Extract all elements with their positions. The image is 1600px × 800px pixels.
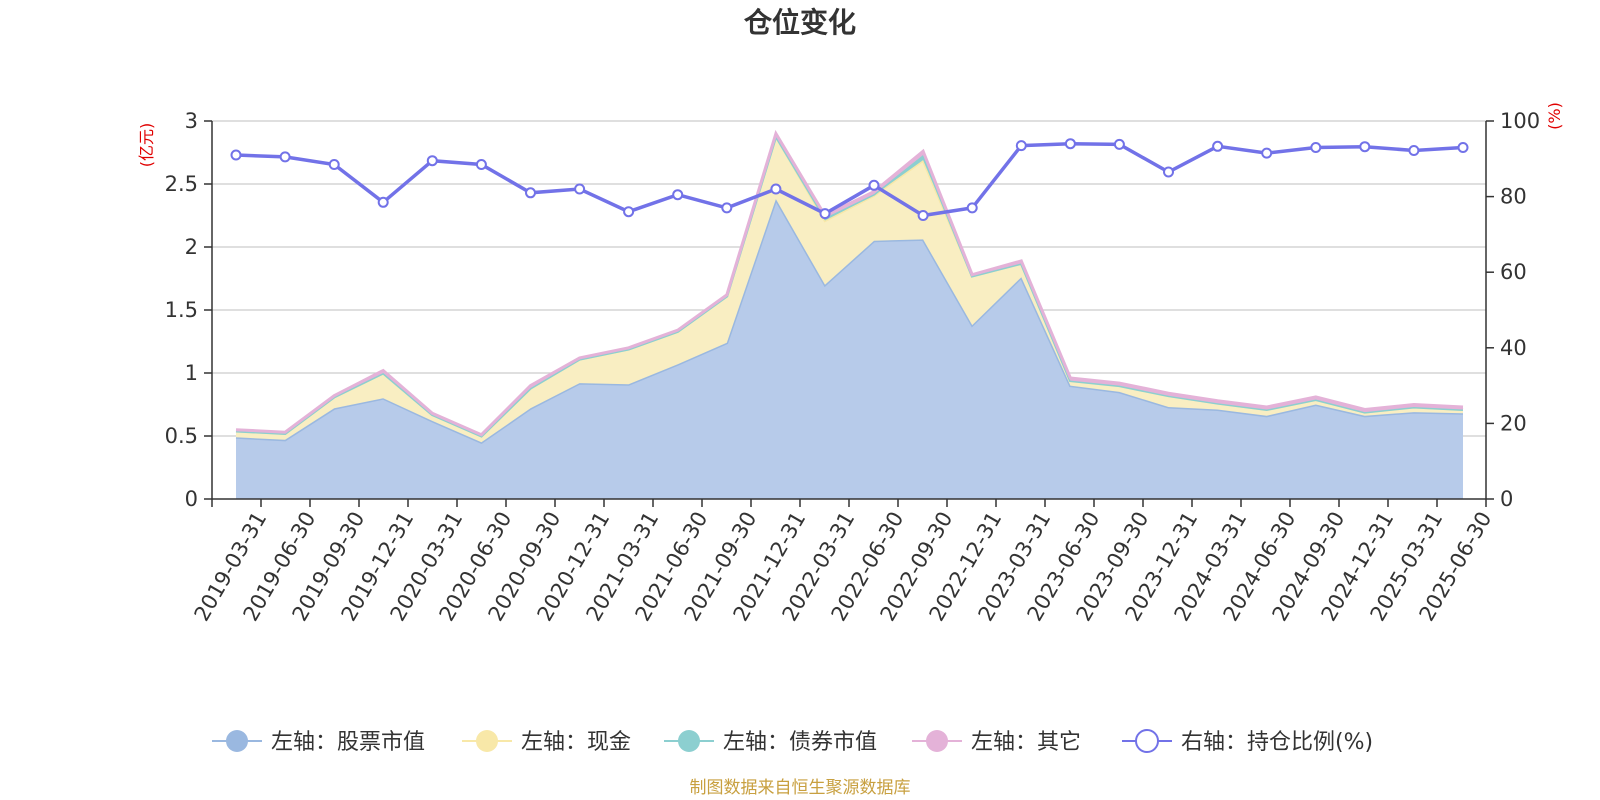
ratio-point	[574, 183, 586, 195]
right-tick-label: 60	[1500, 260, 1527, 284]
ratio-point	[917, 210, 929, 221]
left-tick-label: 2	[185, 235, 198, 259]
ratio-point	[868, 179, 880, 191]
legend-marker	[226, 730, 248, 752]
ratio-point	[770, 183, 782, 195]
ratio-point	[1310, 142, 1322, 153]
ratio-point	[1212, 140, 1224, 152]
ratio-point	[1359, 141, 1371, 153]
legend-marker	[476, 730, 498, 752]
legend-label: 左轴：现金	[521, 730, 631, 755]
stacked-areas	[235, 129, 1464, 499]
legend-label: 左轴：股票市值	[271, 730, 425, 755]
right-axis-unit: (%)	[1545, 102, 1564, 130]
ratio-point	[1064, 138, 1076, 150]
source-note: 制图数据来自恒生聚源数据库	[690, 778, 911, 798]
left-tick-label: 1	[185, 361, 198, 385]
legend-label: 左轴：债券市值	[723, 730, 877, 755]
ratio-point	[819, 208, 831, 220]
left-tick-label: 1.5	[165, 298, 198, 322]
ratio-point	[1261, 147, 1273, 159]
left-tick-label: 2.5	[165, 172, 198, 196]
ratio-point	[426, 155, 438, 167]
ratio-point	[623, 206, 635, 218]
ratio-point	[230, 149, 242, 161]
ratio-point	[1113, 138, 1125, 150]
legend-label: 左轴：其它	[971, 730, 1081, 755]
legend-marker	[926, 730, 948, 752]
ratio-point	[721, 202, 733, 214]
right-tick-label: 80	[1500, 185, 1527, 209]
ratio-point	[1457, 142, 1469, 153]
left-tick-label: 0	[185, 487, 198, 511]
right-tick-label: 0	[1500, 487, 1513, 511]
left-tick-label: 3	[185, 109, 198, 133]
left-tick-label: 0.5	[165, 424, 198, 448]
ratio-point	[475, 159, 487, 170]
right-tick-label: 100	[1500, 109, 1540, 133]
left-axis-unit: (亿元)	[137, 123, 156, 168]
ratio-point	[279, 151, 291, 163]
ratio-point	[966, 202, 978, 214]
legend-marker	[1135, 729, 1159, 753]
ratio-point	[1163, 166, 1174, 178]
ratio-point	[328, 159, 340, 170]
area-左轴：股票市值	[236, 199, 1463, 499]
right-tick-label: 20	[1500, 411, 1527, 435]
right-tick-label: 40	[1500, 336, 1527, 360]
legend-label: 右轴：持仓比例(%)	[1181, 730, 1373, 755]
ratio-point	[1015, 140, 1027, 152]
ratio-point	[1408, 145, 1420, 156]
legend-marker	[678, 730, 700, 752]
area-左轴：其它	[236, 133, 1463, 436]
position-ratio-line	[230, 138, 1469, 221]
area-edge-左轴：其它	[235, 129, 1464, 437]
ratio-point	[525, 187, 536, 199]
ratio-line-path	[235, 141, 1464, 218]
ratio-point	[377, 196, 389, 208]
legend: 左轴：股票市值 左轴：现金 左轴：债券市值 左轴：其它 右轴：持仓比例(%)	[212, 729, 1373, 755]
ratio-point	[672, 189, 684, 201]
chart-title: 仓位变化	[744, 6, 856, 39]
